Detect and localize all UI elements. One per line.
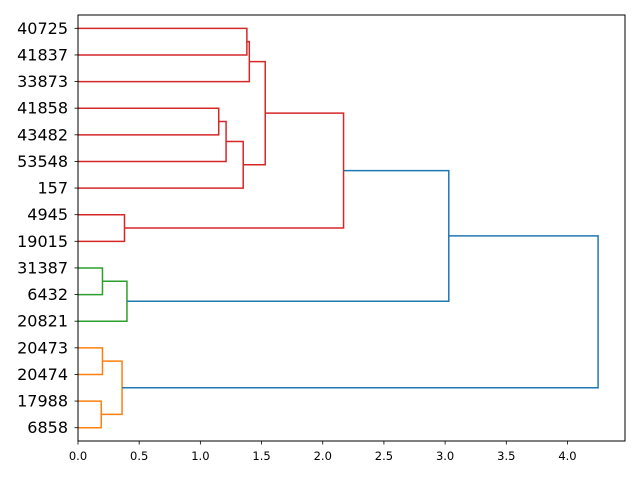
leaf-label: 20821 [17, 312, 68, 331]
leaf-label: 31387 [17, 258, 68, 277]
dendrogram-link-blue [122, 235, 599, 389]
leaf-label: 53548 [17, 152, 68, 171]
dendrogram-links [78, 27, 599, 429]
dendrogram-link-red [78, 27, 248, 56]
dendrogram-link-orange [78, 347, 104, 376]
leaf-label: 6858 [27, 418, 68, 437]
leaf-label: 40725 [17, 19, 68, 38]
dendrogram-link-red [78, 40, 251, 83]
x-tick-label: 2.0 [314, 449, 332, 463]
dendrogram-link-orange [101, 360, 123, 416]
dendrogram-link-blue [126, 169, 450, 302]
x-tick-label: 0.0 [69, 449, 87, 463]
dendrogram-link-red [78, 120, 227, 163]
plot-frame [77, 14, 626, 442]
leaf-label: 6432 [27, 285, 68, 304]
dendrogram-link-red [78, 140, 244, 189]
x-axis-ticks: 0.0 0.5 1.0 1.5 2.0 2.5 3.0 3.5 4.0 [69, 441, 577, 463]
x-tick-label: 3.5 [497, 449, 515, 463]
x-tick-label: 1.0 [191, 449, 209, 463]
leaf-label: 20473 [17, 338, 68, 357]
leaf-label: 17988 [17, 392, 68, 411]
leaf-label: 41858 [17, 99, 68, 118]
x-tick-label: 0.5 [130, 449, 148, 463]
dendrogram-link-red [124, 112, 345, 229]
x-tick-label: 4.0 [558, 449, 576, 463]
leaf-labels: 40725 41837 33873 41858 43482 53548 157 4945 190… [17, 19, 78, 437]
leaf-label: 43482 [17, 125, 68, 144]
x-tick-label: 2.5 [375, 449, 393, 463]
dendrogram-link-red [243, 60, 266, 166]
leaf-label: 19015 [17, 232, 68, 251]
leaf-label: 4945 [27, 205, 68, 224]
leaf-label: 157 [37, 179, 68, 198]
dendrogram-link-orange [78, 400, 103, 429]
leaf-label: 20474 [17, 365, 68, 384]
x-tick-label: 1.5 [252, 449, 270, 463]
dendrogram-link-green [78, 267, 104, 296]
leaf-label: 41837 [17, 45, 68, 64]
dendrogram-link-red [78, 107, 220, 136]
dendrogram-link-red [78, 213, 126, 243]
x-tick-label: 3.0 [436, 449, 454, 463]
leaf-label: 33873 [17, 72, 68, 91]
